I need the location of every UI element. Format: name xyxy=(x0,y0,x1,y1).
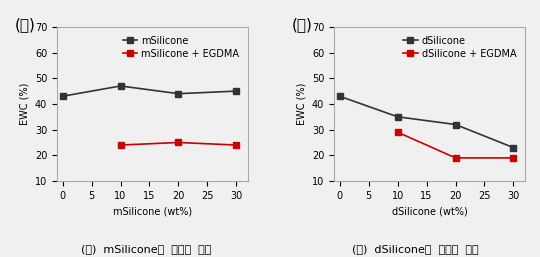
Text: (나): (나) xyxy=(292,18,313,33)
Legend: dSilicone, dSilicone + EGDMA: dSilicone, dSilicone + EGDMA xyxy=(399,32,520,62)
Text: (가): (가) xyxy=(15,18,36,33)
mSilicone + EGDMA xyxy=(175,141,181,144)
dSilicone xyxy=(453,123,459,126)
mSilicone xyxy=(59,95,66,98)
dSilicone xyxy=(336,95,343,98)
mSilicone + EGDMA xyxy=(233,143,240,146)
dSilicone xyxy=(394,115,401,118)
mSilicone xyxy=(233,89,240,93)
Line: dSilicone: dSilicone xyxy=(337,94,516,150)
mSilicone + EGDMA xyxy=(117,143,124,146)
Y-axis label: EWC (%): EWC (%) xyxy=(19,83,29,125)
Y-axis label: EWC (%): EWC (%) xyxy=(296,83,306,125)
mSilicone xyxy=(117,84,124,87)
Line: mSilicone + EGDMA: mSilicone + EGDMA xyxy=(118,140,239,148)
Legend: mSilicone, mSilicone + EGDMA: mSilicone, mSilicone + EGDMA xyxy=(119,32,243,62)
dSilicone + EGDMA xyxy=(453,156,459,159)
mSilicone xyxy=(175,92,181,95)
Line: dSilicone + EGDMA: dSilicone + EGDMA xyxy=(395,130,516,161)
dSilicone xyxy=(510,146,517,149)
dSilicone + EGDMA xyxy=(510,156,517,159)
X-axis label: dSilicone (wt%): dSilicone (wt%) xyxy=(392,206,467,216)
dSilicone + EGDMA xyxy=(394,131,401,134)
Text: (나)  dSilicone을  사용한  경우: (나) dSilicone을 사용한 경우 xyxy=(353,244,479,254)
Line: mSilicone: mSilicone xyxy=(60,83,239,99)
X-axis label: mSilicone (wt%): mSilicone (wt%) xyxy=(113,206,192,216)
Text: (가)  mSilicone을  사용한  경우: (가) mSilicone을 사용한 경우 xyxy=(80,244,211,254)
